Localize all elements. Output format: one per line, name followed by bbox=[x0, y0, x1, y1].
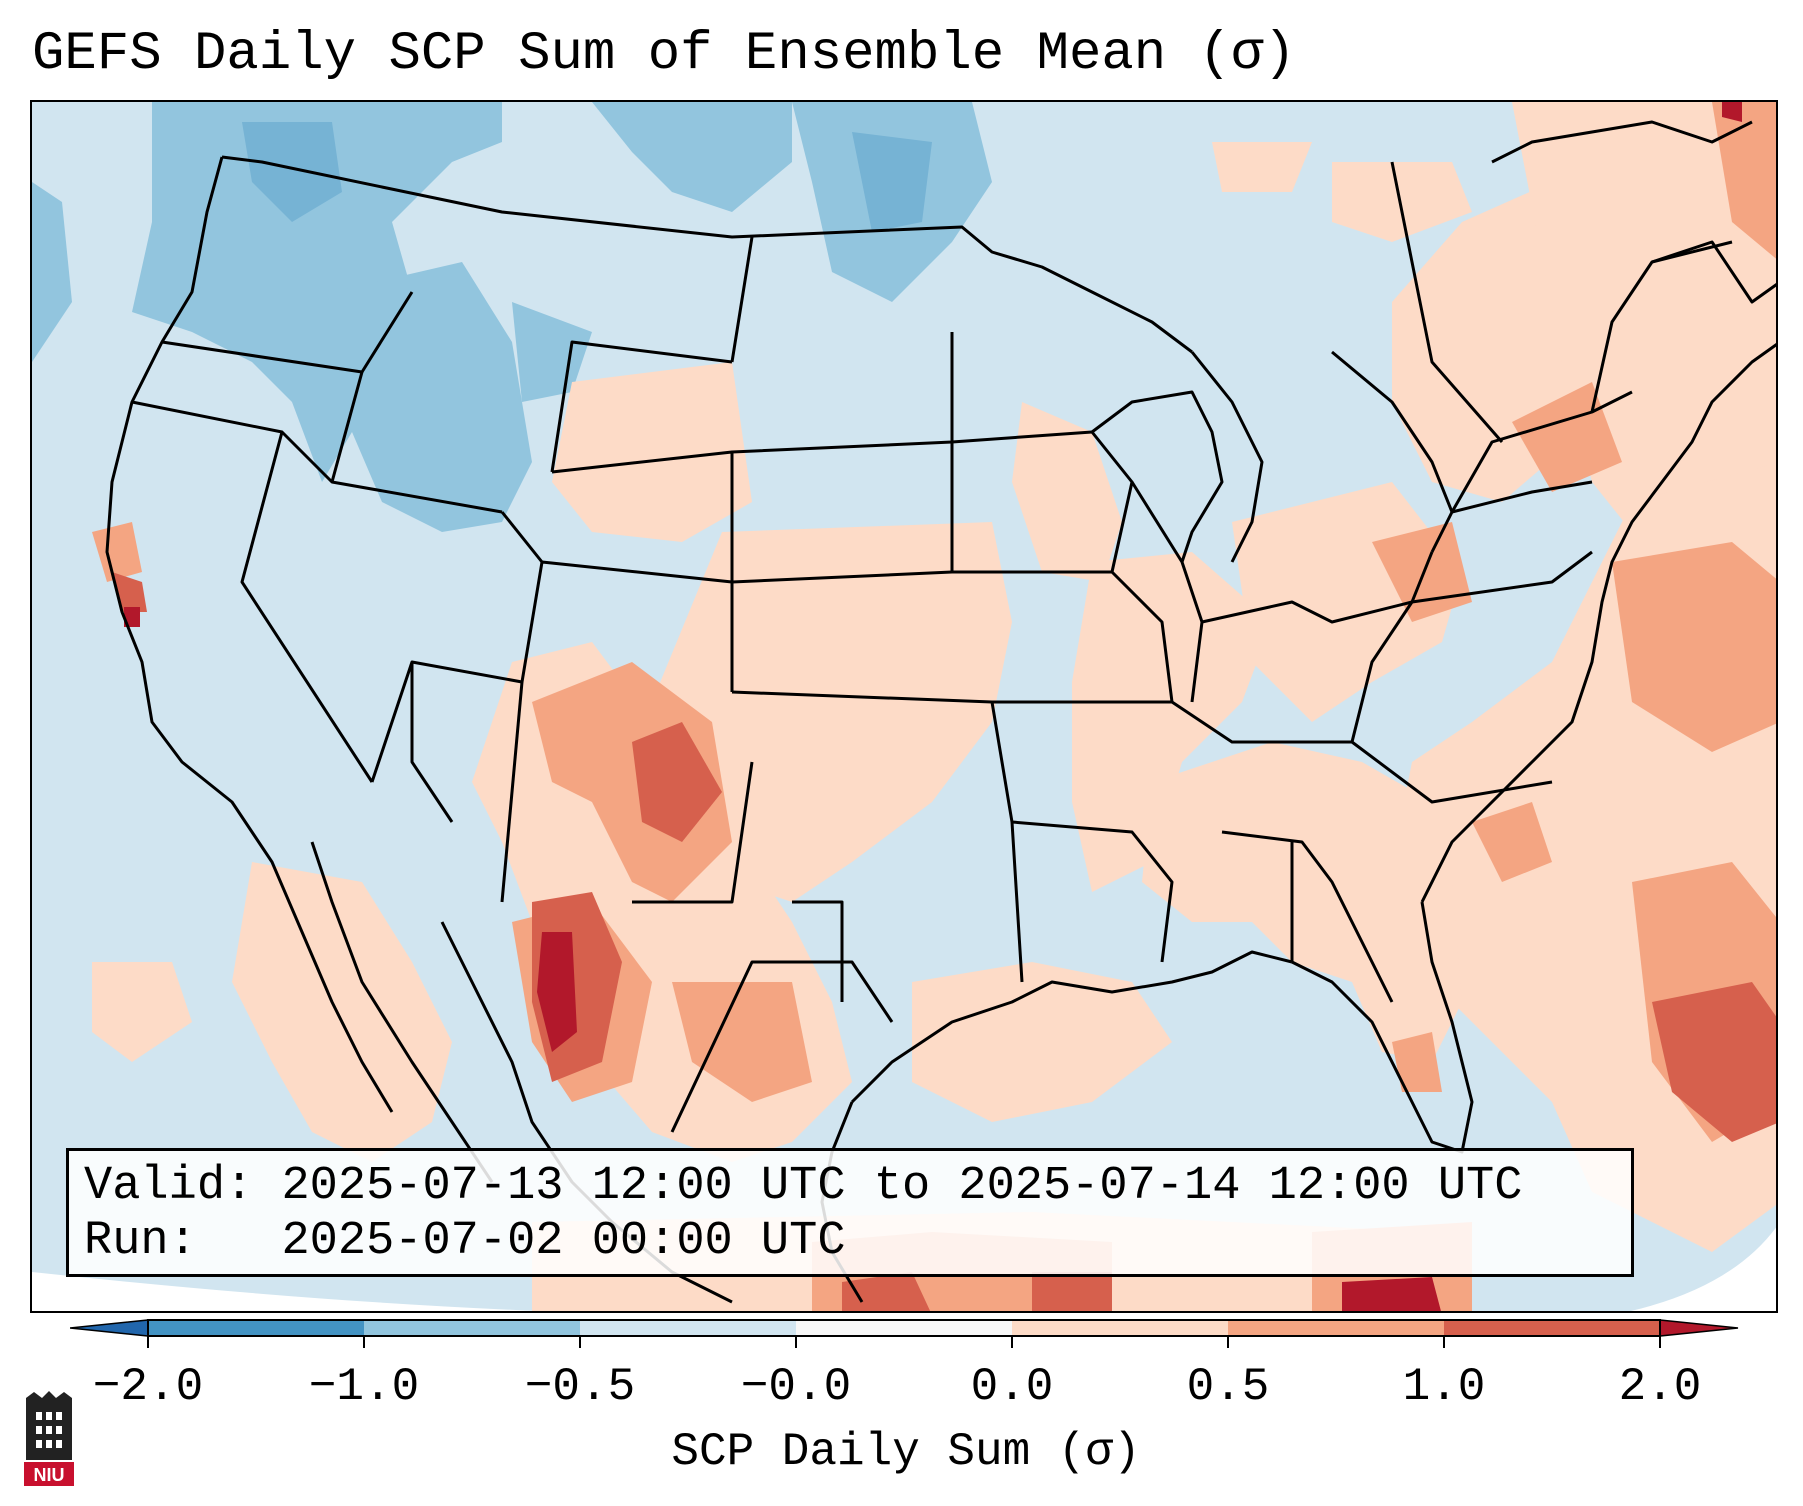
colorbar-bin-4 bbox=[796, 1320, 1012, 1336]
colorbar-bin-3 bbox=[580, 1320, 796, 1336]
valid-time-range: 2025-07-13 12:00 UTC to 2025-07-14 12:00… bbox=[281, 1160, 1523, 1213]
chart-title: GEFS Daily SCP Sum of Ensemble Mean (σ) bbox=[32, 24, 1296, 85]
validity-info-box: Valid: 2025-07-13 12:00 UTC to 2025-07-1… bbox=[66, 1148, 1634, 1277]
strong-positive-anomaly bbox=[112, 572, 1776, 1311]
political-boundaries bbox=[105, 120, 1776, 1304]
map-canvas bbox=[32, 102, 1776, 1311]
colorbar-bin-7 bbox=[1444, 1320, 1660, 1336]
colorbar-bin-6 bbox=[1228, 1320, 1444, 1336]
colorbar-tick-label: 0.0 bbox=[970, 1361, 1054, 1413]
colorbar-tick-label: −0.5 bbox=[524, 1361, 636, 1413]
colorbar-tick-label: −1.0 bbox=[308, 1361, 420, 1413]
off-projection-area-right bbox=[1630, 1227, 1776, 1311]
niu-logo-text: NIU bbox=[34, 1465, 65, 1485]
colorbar-tick-label: 0.5 bbox=[1186, 1361, 1270, 1413]
extreme-positive-anomaly bbox=[124, 102, 1742, 1311]
colorbar-bin-1 bbox=[148, 1320, 364, 1336]
niu-logo: NIU bbox=[24, 1391, 74, 1486]
colorbar-extend-max bbox=[1659, 1319, 1739, 1337]
colorbar-label: SCP Daily Sum (σ) bbox=[671, 1426, 1141, 1478]
colorbar-bin-2 bbox=[364, 1320, 580, 1336]
strong-negative-anomaly bbox=[242, 122, 932, 232]
run-time: 2025-07-02 00:00 UTC bbox=[281, 1215, 846, 1268]
colorbar-tick-label: −2.0 bbox=[92, 1361, 204, 1413]
colorbar-bin-5 bbox=[1012, 1320, 1228, 1336]
map-panel bbox=[30, 100, 1778, 1313]
valid-label: Valid: bbox=[84, 1160, 254, 1213]
colorbar-tick-label: −0.0 bbox=[740, 1361, 852, 1413]
run-label: Run: bbox=[84, 1215, 197, 1268]
off-projection-area bbox=[32, 1272, 540, 1311]
colorbar-tick-label: 1.0 bbox=[1402, 1361, 1486, 1413]
colorbar bbox=[69, 1318, 1740, 1363]
negative-anomaly-regions bbox=[32, 102, 1632, 602]
colorbar-tick-label: 2.0 bbox=[1618, 1361, 1702, 1413]
colorbar-extend-min bbox=[69, 1319, 149, 1337]
